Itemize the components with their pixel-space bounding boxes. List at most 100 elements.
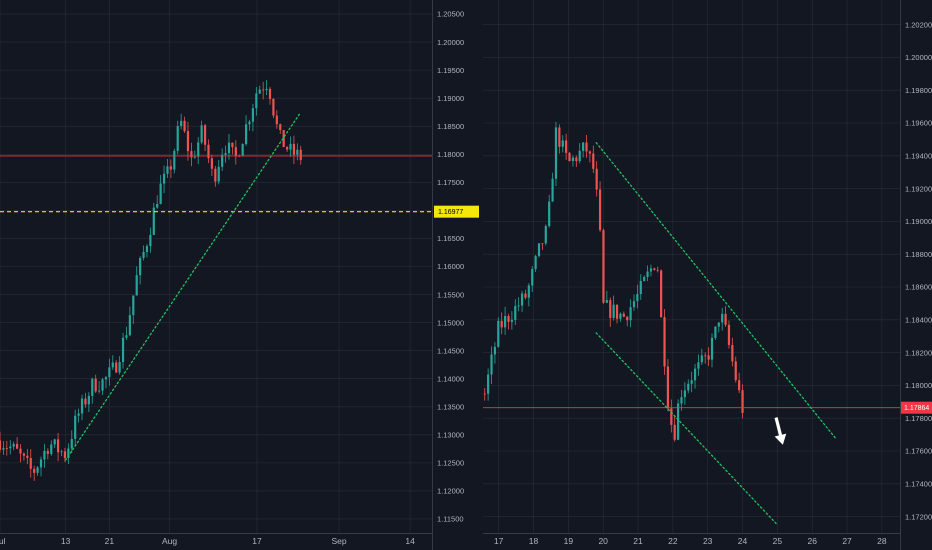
x-tick-label: 20 bbox=[598, 536, 608, 546]
candle-bull bbox=[224, 153, 227, 155]
candle-bear bbox=[558, 127, 561, 147]
candle-bear bbox=[15, 443, 19, 449]
chart-panel-left: 1.20500 1.20000 1.19500 1.19000 1.18500 1.180… bbox=[0, 0, 483, 550]
candle-bear bbox=[186, 131, 190, 152]
candle-bull bbox=[700, 355, 703, 363]
y-tick-label: 1.14000 bbox=[437, 374, 464, 383]
x-tick-label: 28 bbox=[877, 536, 887, 546]
candle-bull bbox=[200, 125, 203, 143]
y-tick-label: 1.14500 bbox=[437, 346, 464, 355]
candle-bull bbox=[111, 362, 114, 368]
candle-bull bbox=[77, 413, 80, 416]
candle-bear bbox=[602, 230, 605, 303]
x-tick-label: Aug bbox=[162, 536, 177, 546]
candle-bear bbox=[234, 147, 237, 156]
candle-bear bbox=[299, 149, 302, 160]
y-tick-label: 1.12500 bbox=[437, 459, 464, 468]
x-tick-label: 25 bbox=[773, 536, 783, 546]
candle-bear bbox=[262, 89, 265, 91]
trendline bbox=[595, 142, 838, 441]
candle-bull bbox=[139, 257, 142, 276]
candle-bear bbox=[507, 316, 510, 322]
candle-bull bbox=[503, 316, 507, 328]
candle-bull bbox=[108, 367, 111, 378]
candle-bear bbox=[268, 88, 272, 99]
candle-bear bbox=[231, 142, 234, 148]
y-tick-label: 1.19000 bbox=[905, 217, 932, 226]
candle-bull bbox=[680, 397, 683, 404]
candle-bear bbox=[731, 344, 734, 362]
candle-bull bbox=[12, 443, 15, 447]
candle-bull bbox=[487, 374, 490, 394]
y-tick-label: 1.19500 bbox=[437, 66, 464, 75]
x-tick-label: 21 bbox=[633, 536, 643, 546]
candle-bull bbox=[255, 93, 258, 109]
candle-bear bbox=[272, 98, 275, 116]
candle-bear bbox=[615, 304, 619, 319]
candle-bear bbox=[22, 453, 26, 456]
y-tick-label: 1.19800 bbox=[905, 86, 932, 95]
candle-bull bbox=[43, 450, 46, 460]
y-tick-label: 1.20500 bbox=[437, 10, 464, 19]
candle-bear bbox=[26, 455, 29, 458]
candle-bull bbox=[676, 403, 680, 440]
candle-bull bbox=[217, 166, 220, 182]
candle-bear bbox=[282, 129, 285, 148]
y-tick-label: 1.11500 bbox=[437, 515, 464, 524]
candle-bear bbox=[670, 408, 673, 425]
candle-bull bbox=[166, 166, 169, 174]
candle-bull bbox=[145, 246, 149, 252]
candle-bull bbox=[717, 322, 720, 327]
candle-bull bbox=[514, 305, 517, 320]
candle-bull bbox=[173, 150, 176, 170]
y-tick-label: 1.17500 bbox=[437, 178, 464, 187]
candle-bear bbox=[115, 362, 118, 373]
candle-bear bbox=[207, 144, 210, 159]
candle-bull bbox=[693, 368, 697, 381]
candle-bear bbox=[724, 313, 727, 325]
candle-bull bbox=[710, 337, 714, 360]
candle-bull bbox=[687, 383, 690, 391]
candle-bull bbox=[517, 305, 520, 307]
down-arrow-icon bbox=[774, 417, 787, 445]
candle-bull bbox=[289, 143, 292, 150]
y-tick-label: 1.12000 bbox=[437, 487, 464, 496]
candle-bear bbox=[500, 320, 503, 328]
candle-bear bbox=[656, 269, 659, 271]
y-tick-label: 1.16000 bbox=[437, 262, 464, 271]
candle-bull bbox=[619, 313, 622, 319]
candle-bear bbox=[663, 317, 666, 367]
candle-bull bbox=[101, 379, 104, 391]
candle-bear bbox=[203, 125, 207, 145]
candle-bull bbox=[104, 377, 108, 380]
x-tick-label: 23 bbox=[703, 536, 713, 546]
candle-bear bbox=[63, 451, 67, 459]
candle-bull bbox=[162, 173, 166, 184]
candle-bull bbox=[258, 89, 261, 94]
candle-bear bbox=[524, 293, 527, 298]
candle-bull bbox=[571, 157, 575, 162]
price-axis bbox=[432, 0, 483, 550]
candle-bull bbox=[639, 280, 642, 295]
y-tick-label: 1.19200 bbox=[905, 184, 932, 193]
candle-bull bbox=[248, 121, 251, 125]
x-tick-label: 22 bbox=[668, 536, 678, 546]
y-tick-label: 1.13500 bbox=[437, 402, 464, 411]
candle-bull bbox=[636, 294, 639, 302]
candle-bull bbox=[578, 150, 581, 162]
x-tick-label: 18 bbox=[529, 536, 539, 546]
candle-bear bbox=[660, 270, 663, 318]
x-tick-label: 17 bbox=[252, 536, 262, 546]
candle-bear bbox=[483, 393, 486, 395]
candle-bull bbox=[520, 293, 524, 306]
candle-bear bbox=[84, 398, 87, 405]
candle-bear bbox=[727, 324, 731, 345]
candle-bull bbox=[683, 390, 686, 398]
candle-bull bbox=[39, 459, 43, 468]
candle-bull bbox=[74, 415, 77, 439]
candle-bear bbox=[598, 189, 602, 231]
y-tick-label: 1.18500 bbox=[437, 122, 464, 131]
candle-bull bbox=[142, 251, 145, 258]
candle-bull bbox=[9, 446, 12, 449]
candle-bull bbox=[554, 127, 558, 179]
